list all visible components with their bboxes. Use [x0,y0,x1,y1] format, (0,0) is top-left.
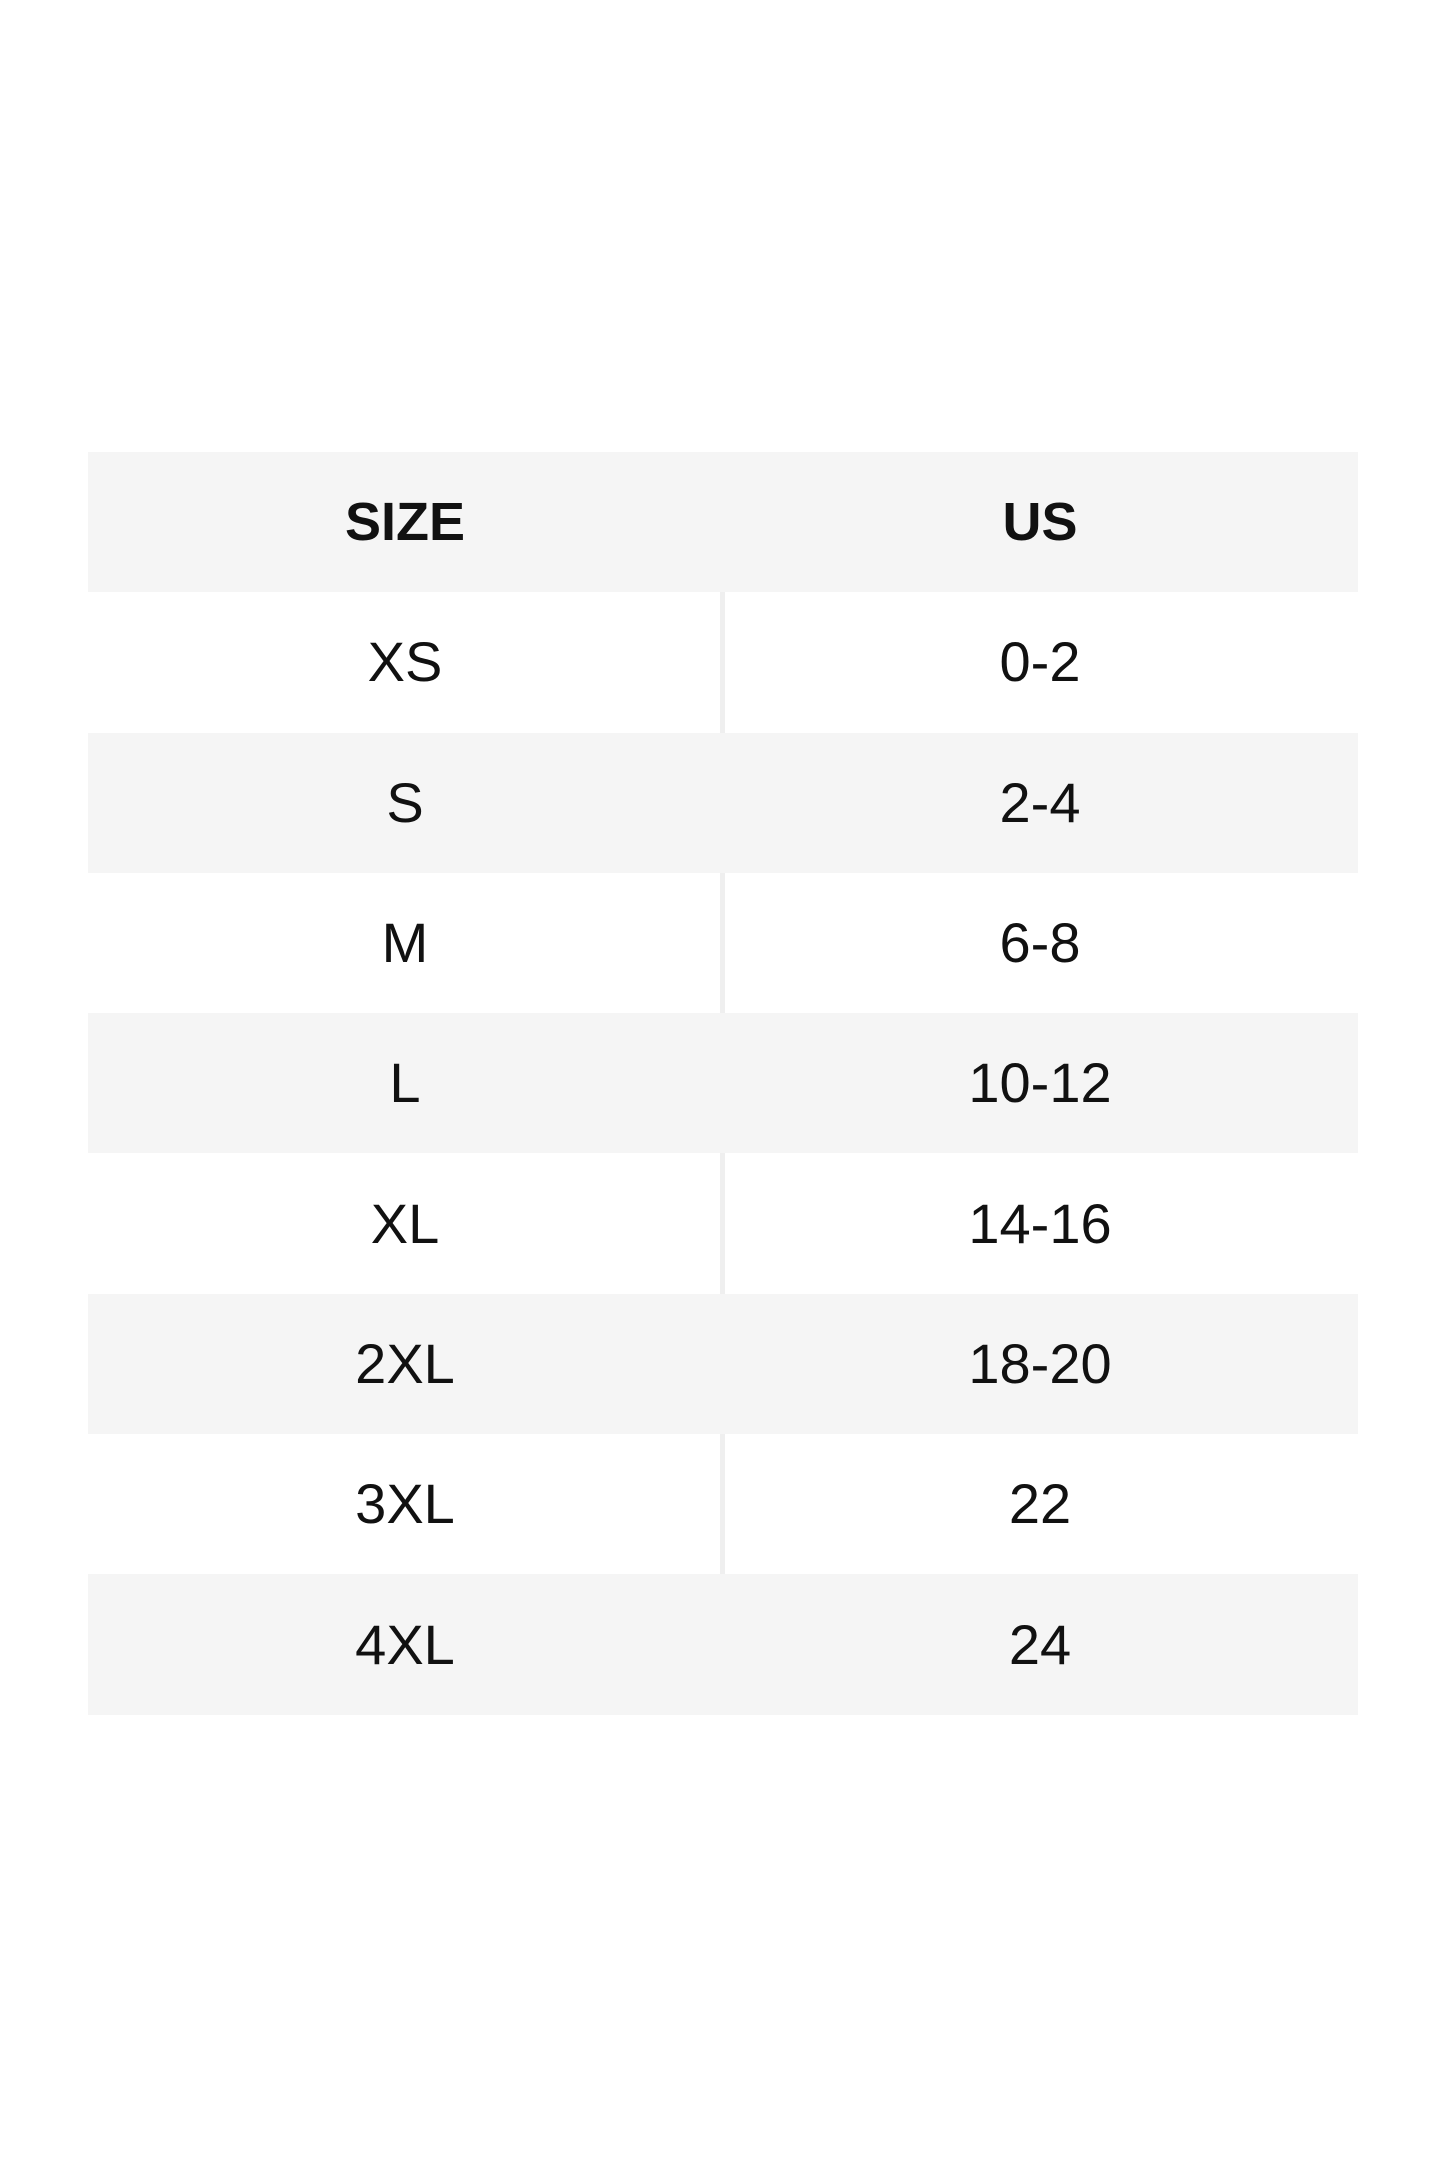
table-row: S 2-4 [87,732,1358,873]
table-header-row: SIZE US [87,452,1358,593]
table-row: M 6-8 [87,872,1358,1014]
us-cell: 18-20 [968,1331,1112,1395]
table-row: XS 0-2 [87,592,1358,733]
us-cell: 22 [1008,1472,1072,1536]
size-cell: M [381,911,429,975]
us-cell: 2-4 [999,770,1081,834]
table-row: 2XL 18-20 [87,1293,1358,1435]
us-cell: 14-16 [968,1191,1112,1255]
table-row: XL 14-16 [87,1153,1358,1295]
us-cell: 24 [1008,1612,1072,1676]
size-cell: XS [367,630,443,694]
size-cell: L [389,1051,421,1115]
table-row: 3XL 22 [87,1434,1358,1575]
table-body: XS 0-2 S 2-4 M 6-8 L 10-12 XL 14-16 2XL 18-20 3XL 22 4… [87,592,1358,1715]
us-cell: 10-12 [968,1051,1112,1115]
table-row: 4XL 24 [87,1574,1358,1715]
size-cell: 3XL [355,1472,455,1536]
us-cell: 0-2 [999,630,1081,694]
us-cell: 6-8 [999,911,1081,975]
column-header-size: SIZE [344,492,466,553]
table-row: L 10-12 [87,1013,1358,1154]
column-header-us: US [1002,492,1078,553]
size-cell: S [386,770,424,834]
size-chart-table: SIZE US XS 0-2 S 2-4 M 6-8 L 10-12 XL 14-16 2XL 18-… [87,0,1358,1715]
size-cell: XL [370,1191,440,1255]
size-cell: 4XL [355,1612,455,1676]
size-cell: 2XL [355,1331,455,1395]
